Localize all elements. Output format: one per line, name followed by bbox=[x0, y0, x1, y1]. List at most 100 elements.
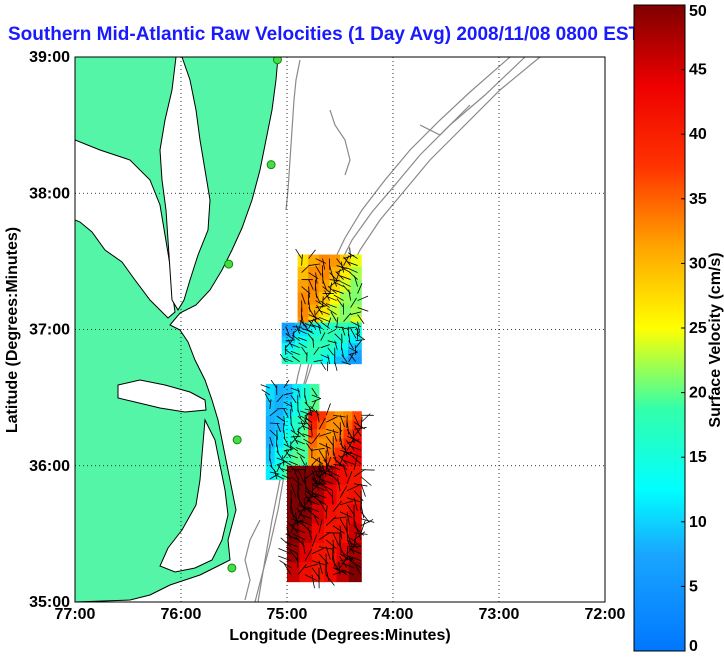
velocity-cell bbox=[334, 420, 345, 431]
current-vector bbox=[311, 574, 315, 589]
current-vector bbox=[341, 562, 355, 569]
current-vector bbox=[350, 311, 362, 315]
current-vector bbox=[261, 389, 271, 396]
radar-stations bbox=[224, 57, 282, 573]
current-vector bbox=[311, 484, 314, 498]
current-vector bbox=[315, 300, 326, 307]
current-vector bbox=[329, 279, 341, 282]
current-vector bbox=[302, 540, 306, 554]
velocity-cell bbox=[311, 523, 325, 544]
current-vector bbox=[353, 562, 362, 575]
velocity-cell bbox=[336, 465, 350, 486]
current-vector bbox=[327, 347, 334, 356]
x-tick-label: 77:00 bbox=[55, 606, 96, 623]
current-vector bbox=[313, 492, 327, 499]
current-vector bbox=[333, 414, 346, 418]
current-vector bbox=[273, 469, 278, 480]
current-vector bbox=[301, 254, 303, 266]
radar-station bbox=[227, 563, 237, 573]
current-vector bbox=[296, 430, 306, 438]
current-vector bbox=[276, 429, 278, 440]
x-tick-label: 76:00 bbox=[161, 606, 202, 623]
current-vector bbox=[304, 410, 314, 417]
velocity-cell bbox=[311, 504, 325, 525]
current-vector bbox=[278, 547, 292, 555]
velocity-cell bbox=[329, 292, 341, 306]
velocity-cell bbox=[321, 322, 336, 331]
velocity-cell bbox=[317, 447, 327, 458]
current-vector bbox=[308, 406, 313, 417]
current-vector bbox=[318, 324, 322, 334]
velocity-cell bbox=[287, 485, 300, 505]
current-vector bbox=[322, 279, 327, 291]
current-vector bbox=[301, 523, 313, 534]
velocity-cell bbox=[299, 465, 313, 486]
current-vector bbox=[349, 559, 362, 569]
current-vector bbox=[274, 474, 284, 480]
current-vector bbox=[325, 574, 335, 586]
colorbar-tick-label: 35 bbox=[689, 191, 707, 208]
velocity-cell bbox=[334, 456, 345, 467]
current-vector bbox=[325, 443, 330, 456]
velocity-cell bbox=[336, 504, 350, 525]
current-vector bbox=[290, 343, 300, 349]
current-vector bbox=[286, 526, 292, 540]
current-vector bbox=[289, 549, 299, 561]
current-vector bbox=[312, 447, 325, 451]
velocity-cell bbox=[321, 343, 336, 351]
current-vector bbox=[311, 457, 319, 466]
current-vector bbox=[304, 472, 313, 480]
current-vector bbox=[320, 478, 334, 485]
current-vector bbox=[298, 342, 307, 349]
current-vector bbox=[304, 416, 313, 424]
colorbar-tick-label: 40 bbox=[689, 126, 707, 143]
velocity-cell bbox=[292, 415, 302, 433]
current-vector bbox=[318, 469, 333, 473]
current-vector bbox=[346, 440, 355, 451]
velocity-cell bbox=[325, 456, 336, 467]
velocity-cell bbox=[301, 415, 311, 433]
current-vector bbox=[311, 533, 318, 547]
velocity-cell bbox=[299, 504, 313, 525]
chesapeake-bay bbox=[75, 139, 176, 319]
current-vector bbox=[320, 354, 330, 359]
current-vector bbox=[338, 454, 348, 465]
current-vector bbox=[321, 463, 327, 477]
colorbar-tick-label: 25 bbox=[689, 320, 707, 337]
current-vector bbox=[326, 295, 337, 301]
current-vector bbox=[290, 436, 298, 445]
velocity-cell bbox=[325, 420, 336, 431]
current-vector bbox=[347, 541, 355, 554]
current-vector bbox=[327, 328, 337, 335]
current-vector bbox=[327, 317, 332, 327]
current-vector bbox=[327, 285, 337, 294]
current-vector bbox=[320, 300, 330, 308]
velocity-cell bbox=[324, 504, 338, 525]
current-vector bbox=[334, 326, 345, 329]
current-vector bbox=[308, 279, 314, 290]
current-vector bbox=[290, 465, 299, 473]
velocity-cell bbox=[348, 523, 362, 544]
current-vector bbox=[340, 261, 344, 273]
current-vector bbox=[360, 504, 365, 519]
velocity-cell bbox=[274, 431, 285, 449]
velocity-cell bbox=[301, 447, 311, 465]
current-vector bbox=[346, 261, 358, 266]
current-vector bbox=[327, 464, 341, 471]
current-vector bbox=[292, 326, 303, 328]
velocity-cell bbox=[292, 447, 302, 465]
current-vector bbox=[295, 248, 302, 259]
velocity-field bbox=[265, 254, 362, 583]
current-vector bbox=[304, 476, 307, 491]
colorbar-label: Surface Velocity (cm/s) bbox=[707, 252, 724, 427]
velocity-cell bbox=[308, 279, 320, 293]
current-vector bbox=[340, 451, 352, 458]
current-vector bbox=[290, 394, 297, 404]
current-vector bbox=[299, 317, 303, 327]
velocity-cell bbox=[352, 411, 362, 421]
current-vector bbox=[354, 425, 362, 437]
current-vector bbox=[319, 442, 331, 449]
current-vector bbox=[347, 439, 360, 444]
current-vector bbox=[302, 425, 312, 431]
velocity-cell bbox=[350, 279, 362, 293]
